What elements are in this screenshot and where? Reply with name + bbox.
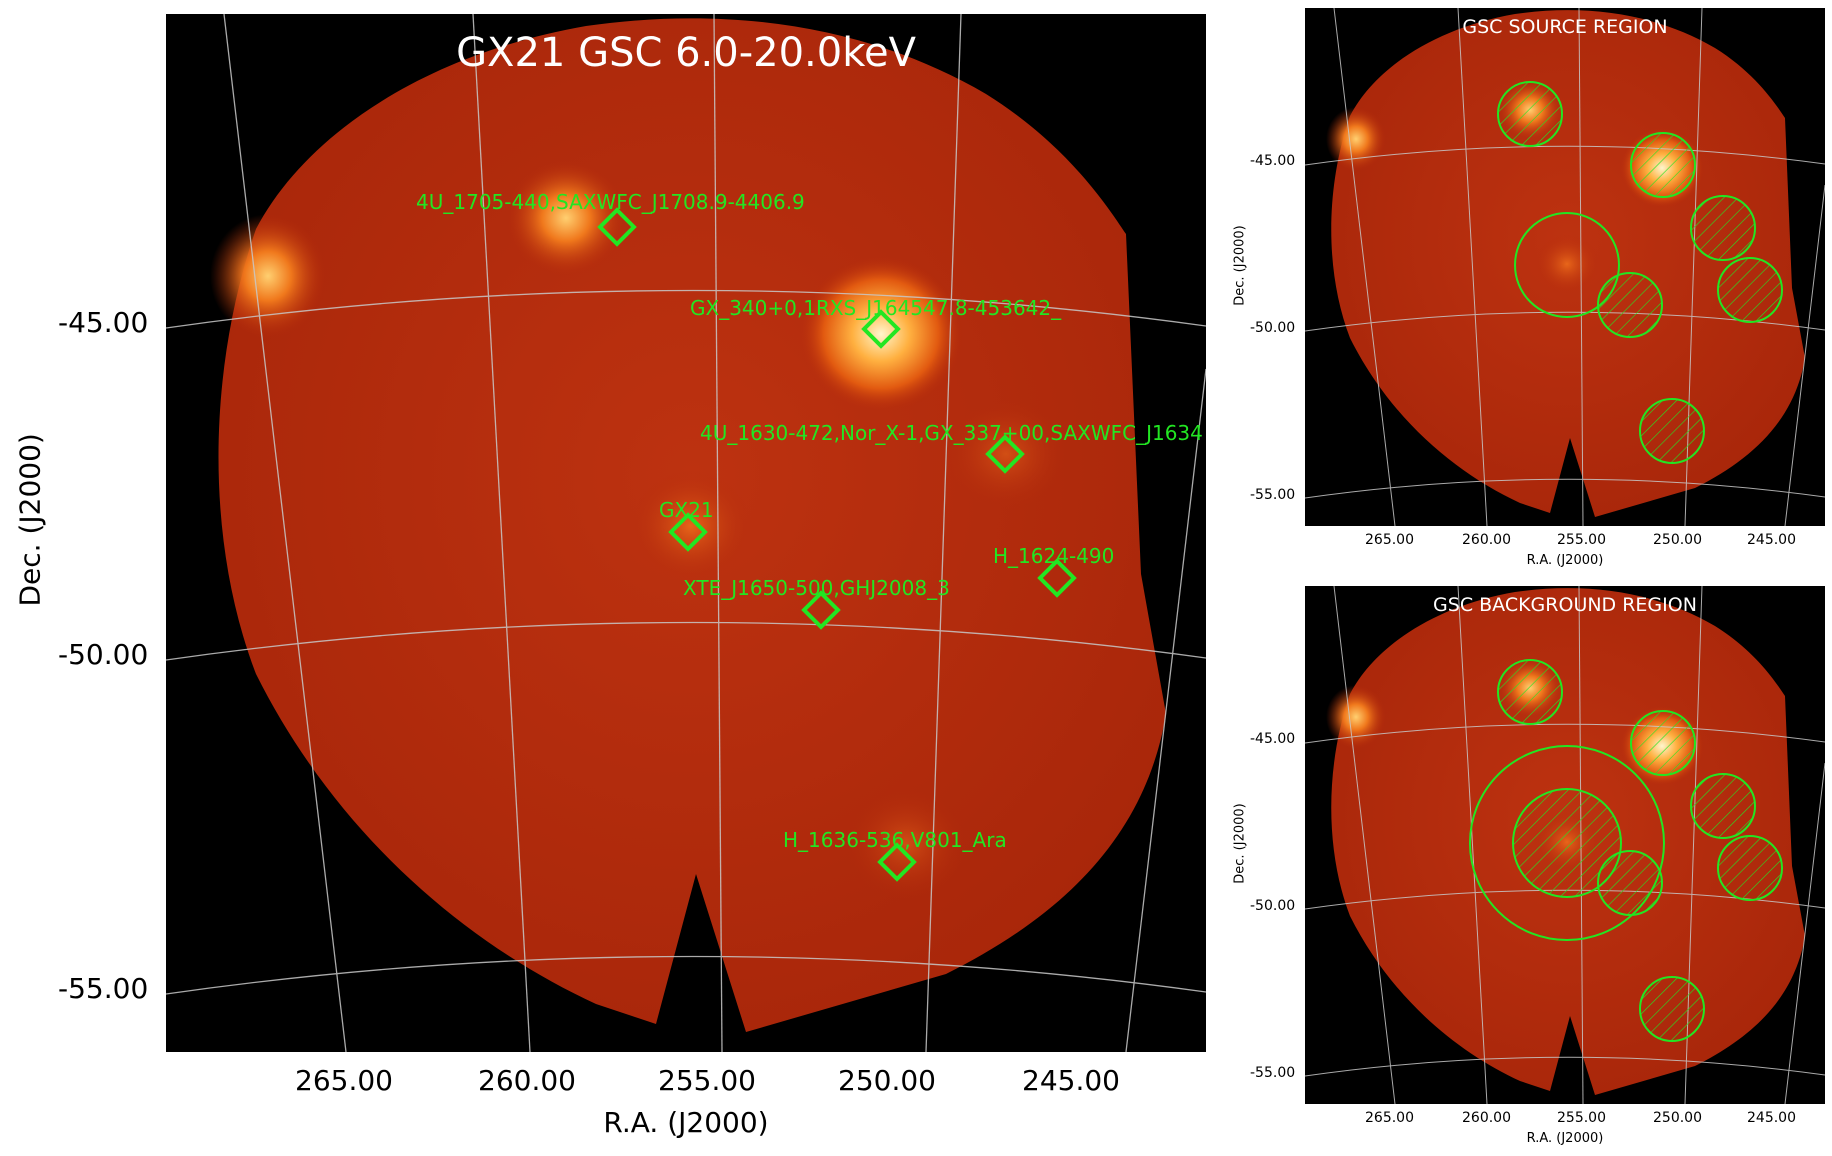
source-xtick: 260.00 bbox=[1462, 532, 1511, 548]
background-xtick: 260.00 bbox=[1462, 1110, 1511, 1126]
coordinate-grid bbox=[166, 14, 1206, 1052]
source-marker-diamond bbox=[801, 590, 841, 630]
source-blob bbox=[506, 160, 626, 276]
source-label: H_1636-536,V801_Ara bbox=[783, 828, 1007, 852]
source-blob bbox=[631, 470, 751, 582]
main-ytick: -45.00 bbox=[58, 306, 149, 339]
main-xlabel: R.A. (J2000) bbox=[603, 1106, 769, 1139]
source-blob bbox=[946, 399, 1066, 509]
main-xtick: 250.00 bbox=[838, 1064, 936, 1097]
exclusion-circle bbox=[1497, 659, 1563, 725]
exclusion-circle bbox=[1639, 976, 1705, 1042]
source-label: 4U_1705-440,SAXWFC_J1708.9-4406.9 bbox=[416, 190, 805, 214]
background-region-image: GSC BACKGROUND REGION bbox=[1305, 586, 1825, 1104]
source-ylabel: Dec. (J2000) bbox=[1232, 225, 1248, 306]
main-sky-svg bbox=[166, 14, 1206, 1052]
main-xtick: 265.00 bbox=[295, 1064, 393, 1097]
exclusion-circle bbox=[1630, 132, 1696, 198]
source-marker-diamond bbox=[1037, 558, 1077, 598]
background-ylabel: Dec. (J2000) bbox=[1232, 803, 1248, 884]
source-region-image: GSC SOURCE REGION bbox=[1305, 8, 1825, 526]
exclusion-circle bbox=[1630, 710, 1696, 776]
source-blob bbox=[846, 789, 966, 899]
exclusion-circle bbox=[1597, 272, 1663, 338]
source-xtick: 265.00 bbox=[1365, 532, 1414, 548]
source-region-title: GSC SOURCE REGION bbox=[1462, 16, 1668, 38]
background-ytick: -45.00 bbox=[1250, 731, 1296, 747]
region-circles bbox=[1469, 659, 1783, 1042]
source-xtick: 245.00 bbox=[1747, 532, 1796, 548]
exclusion-circle bbox=[1639, 398, 1705, 464]
source-label: 4U_1630-472,Nor_X-1,GX_337+00,SAXWFC_J16… bbox=[700, 421, 1203, 445]
background-annulus-circle bbox=[1469, 745, 1665, 941]
excluded-source-circle bbox=[1512, 788, 1622, 898]
background-xtick: 255.00 bbox=[1557, 1110, 1606, 1126]
source-xlabel: R.A. (J2000) bbox=[1526, 553, 1604, 568]
source-ytick: -45.00 bbox=[1250, 153, 1296, 169]
source-marker-diamond bbox=[877, 842, 917, 882]
main-ytick: -50.00 bbox=[58, 638, 149, 671]
exclusion-circle bbox=[1717, 257, 1783, 323]
main-xtick: 245.00 bbox=[1022, 1064, 1120, 1097]
background-xtick: 250.00 bbox=[1653, 1110, 1702, 1126]
background-ytick: -55.00 bbox=[1250, 1065, 1296, 1081]
source-xtick: 255.00 bbox=[1557, 532, 1606, 548]
background-xtick: 245.00 bbox=[1747, 1110, 1796, 1126]
region-circles bbox=[1497, 81, 1783, 464]
source-label: GX21 bbox=[659, 498, 714, 522]
source-ytick: -50.00 bbox=[1250, 320, 1296, 336]
main-xtick: 260.00 bbox=[478, 1064, 576, 1097]
background-xtick: 265.00 bbox=[1365, 1110, 1414, 1126]
source-marker-diamond bbox=[985, 434, 1025, 474]
source-marker-diamond bbox=[861, 309, 901, 349]
source-xtick: 250.00 bbox=[1653, 532, 1702, 548]
exclusion-circle bbox=[1717, 835, 1783, 901]
source-region-svg bbox=[1305, 8, 1825, 526]
exclusion-circle bbox=[1690, 773, 1756, 839]
source-label: H_1624-490 bbox=[993, 544, 1115, 568]
exclusion-circle bbox=[1690, 195, 1756, 261]
exclusion-circle bbox=[1497, 81, 1563, 147]
source-circle bbox=[1514, 212, 1620, 318]
main-xtick: 255.00 bbox=[658, 1064, 756, 1097]
source-blob bbox=[799, 256, 963, 412]
source-marker-diamond bbox=[668, 512, 708, 552]
source-label: GX_340+0,1RXS_J164547.8-453642_ bbox=[690, 296, 1062, 320]
main-ylabel: Dec. (J2000) bbox=[13, 433, 47, 607]
source-blob bbox=[210, 214, 326, 338]
background-ytick: -50.00 bbox=[1250, 898, 1296, 914]
main-ytick: -55.00 bbox=[58, 972, 149, 1005]
source-label: XTE_J1650-500,GHJ2008_3 bbox=[683, 576, 950, 600]
background-xlabel: R.A. (J2000) bbox=[1526, 1131, 1604, 1146]
source-ytick: -55.00 bbox=[1250, 487, 1296, 503]
background-region-svg bbox=[1305, 586, 1825, 1104]
main-sky-image: GX21 GSC 6.0-20.0keV 4U_1705-440,SAXWFC_… bbox=[166, 14, 1206, 1052]
background-region-title: GSC BACKGROUND REGION bbox=[1433, 594, 1697, 616]
source-marker-diamond bbox=[597, 207, 637, 247]
source-markers bbox=[597, 207, 1077, 882]
main-title: GX21 GSC 6.0-20.0keV bbox=[456, 30, 916, 76]
